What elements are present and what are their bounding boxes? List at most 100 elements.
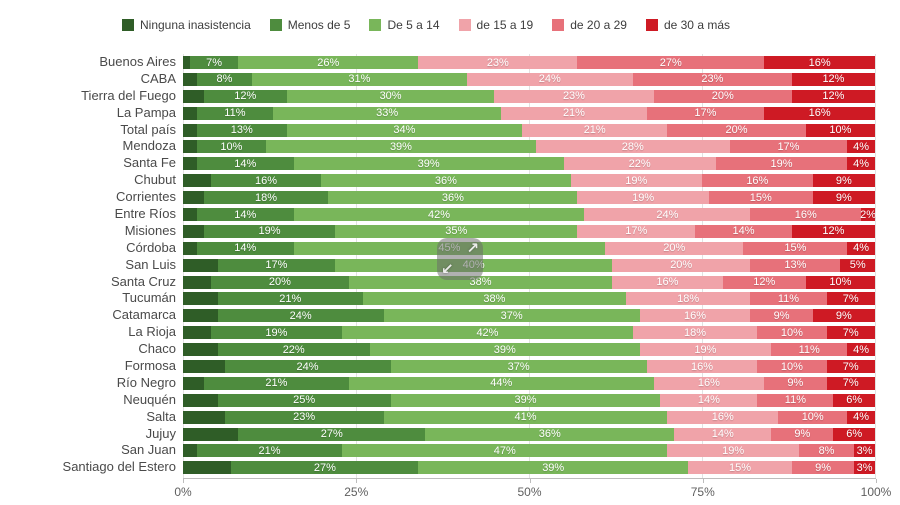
stacked-bar: 27% 39% 15% 9% 3% bbox=[183, 461, 875, 475]
segment-value-label: 22% bbox=[628, 157, 651, 170]
legend-item: de 20 a 29 bbox=[552, 18, 627, 32]
stacked-bar: 18% 36% 19% 15% 9% bbox=[183, 191, 875, 205]
stacked-bar: 24% 37% 16% 10% 7% bbox=[183, 360, 875, 374]
segment-value-label: 7% bbox=[206, 56, 223, 69]
bar-segment: 3% bbox=[854, 461, 875, 475]
bar-segment: 8% bbox=[196, 72, 253, 86]
bar-segment: 20% bbox=[612, 258, 751, 272]
segment-value-label: 21% bbox=[583, 124, 606, 137]
bar-segment: 18% bbox=[203, 191, 329, 205]
segment-value-label: 7% bbox=[842, 326, 859, 339]
bar-segment: 7% bbox=[826, 360, 875, 374]
chart-row: Neuquén 25% 39% 14% 11% 6% bbox=[0, 392, 900, 409]
segment-value-label: 19% bbox=[625, 174, 648, 187]
bar-segment: 19% bbox=[570, 174, 702, 188]
bar-segment: 31% bbox=[252, 72, 467, 86]
stacked-bar: 14%45%20%15%4% bbox=[183, 241, 875, 255]
bar-segment: 10% bbox=[757, 360, 827, 374]
bar-segment bbox=[183, 224, 204, 238]
segment-value-label: 12% bbox=[234, 90, 257, 103]
chart-row: Buenos Aires 7% 26% 23% 27% 16% bbox=[0, 54, 900, 71]
axis-tick-label: 75% bbox=[690, 485, 715, 499]
segment-value-label: 27% bbox=[320, 428, 343, 441]
segment-value-label: 5% bbox=[849, 259, 866, 272]
bar-segment: 20% bbox=[605, 241, 744, 255]
segment-value-label: 4% bbox=[853, 411, 870, 424]
segment-value-label: 16% bbox=[794, 208, 817, 221]
legend-swatch-icon bbox=[645, 19, 658, 31]
segment-value-label: 39% bbox=[389, 140, 412, 153]
segment-value-label: 23% bbox=[562, 90, 585, 103]
segment-value-label: 14% bbox=[732, 225, 755, 238]
row-label: Total país bbox=[120, 121, 176, 137]
bar-segment: 19% bbox=[203, 224, 336, 238]
segment-value-label: 19% bbox=[694, 343, 717, 356]
resize-cursor-overlay[interactable]: ↗ ↙ bbox=[437, 238, 483, 280]
bar-segment: 19% bbox=[715, 157, 848, 171]
bar-segment: 16% bbox=[764, 56, 875, 69]
chart-row: Santiago del Estero 27% 39% 15% 9% 3% bbox=[0, 459, 900, 476]
bar-segment: 15% bbox=[688, 461, 792, 475]
bar-segment: 9% bbox=[812, 174, 875, 188]
segment-value-label: 9% bbox=[773, 309, 790, 322]
bar-segment: 24% bbox=[584, 208, 751, 222]
row-label: Tierra del Fuego bbox=[81, 87, 176, 103]
bar-segment: 9% bbox=[771, 427, 834, 441]
segment-value-label: 10% bbox=[780, 326, 803, 339]
bar-segment: 14% bbox=[196, 208, 294, 222]
segment-value-label: 9% bbox=[835, 174, 852, 187]
bar-segment: 39% bbox=[369, 343, 640, 357]
bar-segment: 16% bbox=[653, 376, 765, 390]
bar-segment: 10% bbox=[778, 410, 848, 424]
bar-rows: Buenos Aires 7% 26% 23% 27% 16% CABA 8% 31% 24% 23… bbox=[0, 54, 900, 476]
bar-segment: 21% bbox=[203, 376, 350, 390]
bar-segment: 20% bbox=[210, 275, 350, 289]
bar-segment: 21% bbox=[196, 444, 343, 458]
bar-segment: 14% bbox=[196, 241, 294, 255]
legend-label: De 5 a 14 bbox=[387, 18, 440, 32]
legend-label: Menos de 5 bbox=[287, 18, 351, 32]
bar-segment: 19% bbox=[667, 444, 799, 458]
segment-value-label: 11% bbox=[798, 343, 820, 356]
bar-segment: 38% bbox=[349, 275, 613, 289]
bar-segment: 42% bbox=[293, 208, 585, 222]
bar-segment bbox=[183, 444, 197, 458]
bar-segment bbox=[183, 461, 232, 475]
bar-segment: 38% bbox=[362, 292, 626, 306]
bar-segment: 16% bbox=[667, 410, 779, 424]
bar-segment: 6% bbox=[833, 393, 875, 407]
bar-segment: 17% bbox=[646, 106, 765, 120]
segment-value-label: 21% bbox=[279, 292, 302, 305]
segment-value-label: 15% bbox=[729, 461, 752, 474]
bar-segment bbox=[183, 56, 190, 69]
bar-segment: 15% bbox=[708, 191, 813, 205]
bar-segment: 10% bbox=[757, 326, 827, 340]
bar-segment: 7% bbox=[189, 56, 239, 69]
bar-segment bbox=[183, 309, 218, 323]
segment-value-label: 16% bbox=[746, 174, 769, 187]
chart-row: Misiones 19% 35% 17% 14% 12% bbox=[0, 223, 900, 240]
legend-label: Ninguna inasistencia bbox=[140, 18, 251, 32]
segment-value-label: 19% bbox=[632, 191, 655, 204]
segment-value-label: 17% bbox=[265, 259, 288, 272]
legend-item: de 15 a 19 bbox=[458, 18, 533, 32]
bar-segment: 33% bbox=[272, 106, 502, 120]
chart-row: Formosa 24% 37% 16% 10% 7% bbox=[0, 358, 900, 375]
stacked-bar: 13% 34% 21% 20% 10% bbox=[183, 123, 875, 137]
row-label: Neuquén bbox=[123, 391, 176, 407]
segment-value-label: 9% bbox=[794, 428, 811, 441]
segment-value-label: 9% bbox=[835, 309, 852, 322]
segment-value-label: 15% bbox=[784, 242, 807, 255]
bar-segment: 39% bbox=[293, 157, 564, 171]
segment-value-label: 4% bbox=[853, 242, 870, 255]
segment-value-label: 16% bbox=[690, 360, 713, 373]
bar-segment bbox=[183, 157, 197, 171]
bar-segment: 9% bbox=[764, 376, 827, 390]
segment-value-label: 15% bbox=[749, 191, 772, 204]
bar-segment: 9% bbox=[750, 309, 813, 323]
segment-value-label: 25% bbox=[293, 394, 316, 407]
bar-segment: 23% bbox=[224, 410, 384, 424]
segment-value-label: 10% bbox=[829, 276, 852, 289]
segment-value-label: 10% bbox=[829, 124, 852, 137]
